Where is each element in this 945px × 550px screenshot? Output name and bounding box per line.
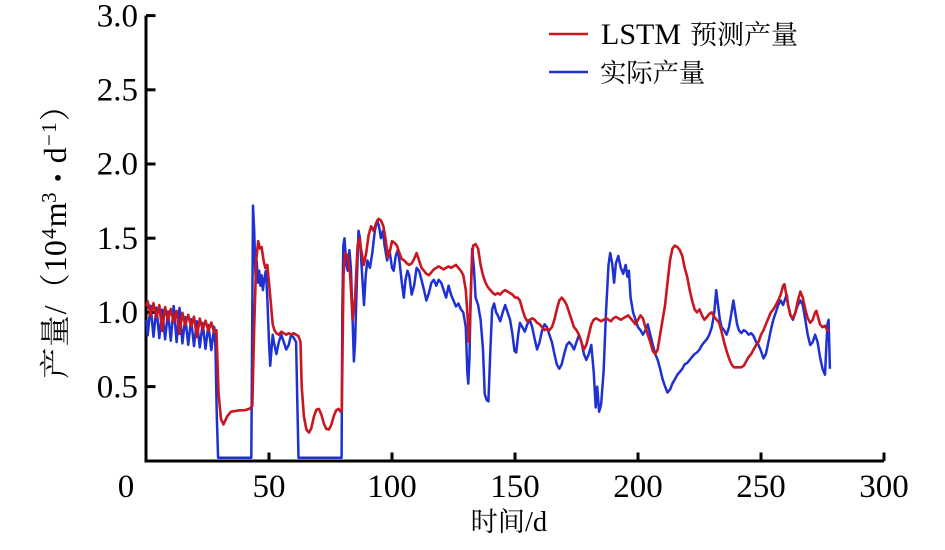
svg-text:/: /	[37, 305, 73, 314]
svg-text:3.0: 3.0	[97, 0, 138, 34]
svg-text:/d: /d	[525, 507, 547, 538]
svg-text:150: 150	[490, 469, 540, 505]
svg-text:1: 1	[37, 122, 61, 132]
svg-text:1.0: 1.0	[97, 295, 138, 331]
svg-text:2.5: 2.5	[97, 73, 138, 109]
svg-text:50: 50	[253, 469, 286, 505]
svg-text:300: 300	[859, 469, 909, 505]
svg-text:10: 10	[37, 240, 73, 272]
svg-text:200: 200	[613, 469, 663, 505]
svg-text:m: m	[37, 202, 73, 227]
svg-text:0: 0	[118, 469, 135, 505]
svg-text:d: d	[37, 147, 73, 163]
svg-text:−: −	[37, 134, 61, 146]
svg-text:3: 3	[37, 192, 61, 203]
svg-text:250: 250	[736, 469, 786, 505]
svg-text:100: 100	[367, 469, 417, 505]
svg-text:4: 4	[37, 228, 61, 239]
svg-text:1.5: 1.5	[97, 221, 138, 257]
svg-text:2.0: 2.0	[97, 147, 138, 183]
svg-text:0.5: 0.5	[97, 369, 138, 405]
svg-text:•: •	[46, 174, 72, 182]
svg-text:LSTM: LSTM	[601, 18, 681, 51]
